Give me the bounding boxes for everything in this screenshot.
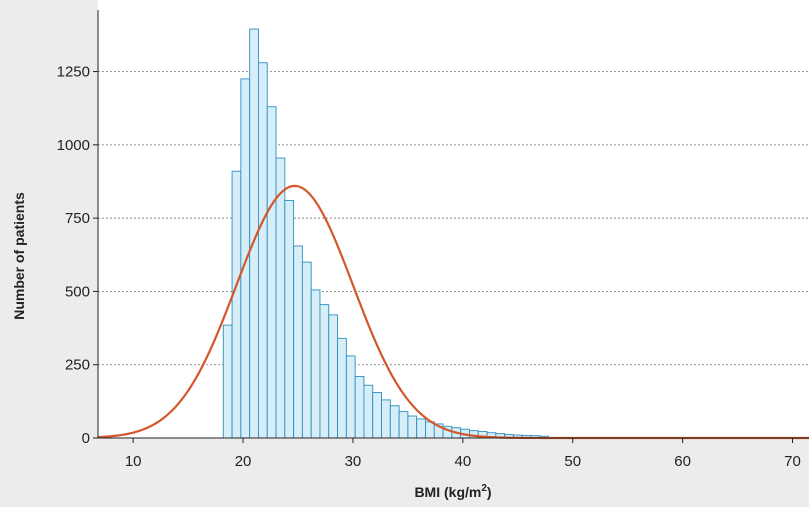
histogram-bar <box>389 405 400 439</box>
histogram-bar <box>328 314 339 439</box>
x-axis-title-main: BMI (kg/m <box>414 484 481 500</box>
histogram-bars <box>222 28 550 439</box>
histogram-bar <box>416 418 426 439</box>
histogram-bar <box>398 411 409 439</box>
histogram-bar <box>301 261 312 439</box>
y-tick-label: 1000 <box>57 137 90 154</box>
y-tick-label: 250 <box>65 357 90 374</box>
histogram-bar <box>363 384 374 439</box>
x-tick-label: 10 <box>125 453 142 470</box>
histogram-bar <box>293 245 303 439</box>
x-axis-ticks: 10 20 30 40 50 60 70 <box>125 438 801 470</box>
histogram-bar <box>310 289 321 439</box>
histogram-bar <box>266 106 277 439</box>
histogram-bar <box>231 170 242 439</box>
histogram-bar <box>372 392 382 439</box>
y-tick-label: 0 <box>82 430 90 447</box>
histogram-bar <box>257 62 268 439</box>
histogram-bar <box>381 399 391 439</box>
histogram-bar <box>275 157 286 439</box>
histogram-bar <box>319 304 330 439</box>
y-axis-ticks: 0 250 500 750 1000 1250 <box>57 64 98 447</box>
y-tick-label: 750 <box>65 210 90 227</box>
x-axis-title-superscript: 2 <box>481 483 487 494</box>
y-tick-label: 1250 <box>57 64 90 81</box>
x-axis-title: BMI (kg/m2) <box>414 483 491 500</box>
histogram-bar <box>425 421 435 439</box>
histogram-bar <box>240 78 251 439</box>
x-tick-label: 70 <box>784 453 801 470</box>
x-tick-label: 30 <box>345 453 362 470</box>
y-axis-title: Number of patients <box>11 192 27 320</box>
x-tick-label: 40 <box>454 453 471 470</box>
y-tick-label: 500 <box>65 283 90 300</box>
histogram-bar <box>222 324 233 439</box>
histogram-bar <box>337 337 347 439</box>
histogram-bar <box>345 355 356 439</box>
histogram-bar <box>284 200 295 439</box>
plot-area <box>98 0 809 438</box>
grid-lines <box>98 71 809 366</box>
histogram-bar <box>407 415 418 439</box>
x-tick-label: 20 <box>235 453 252 470</box>
x-tick-label: 50 <box>564 453 581 470</box>
histogram-bar <box>354 375 365 439</box>
x-tick-label: 60 <box>674 453 691 470</box>
x-axis-title-close: ) <box>487 484 492 500</box>
